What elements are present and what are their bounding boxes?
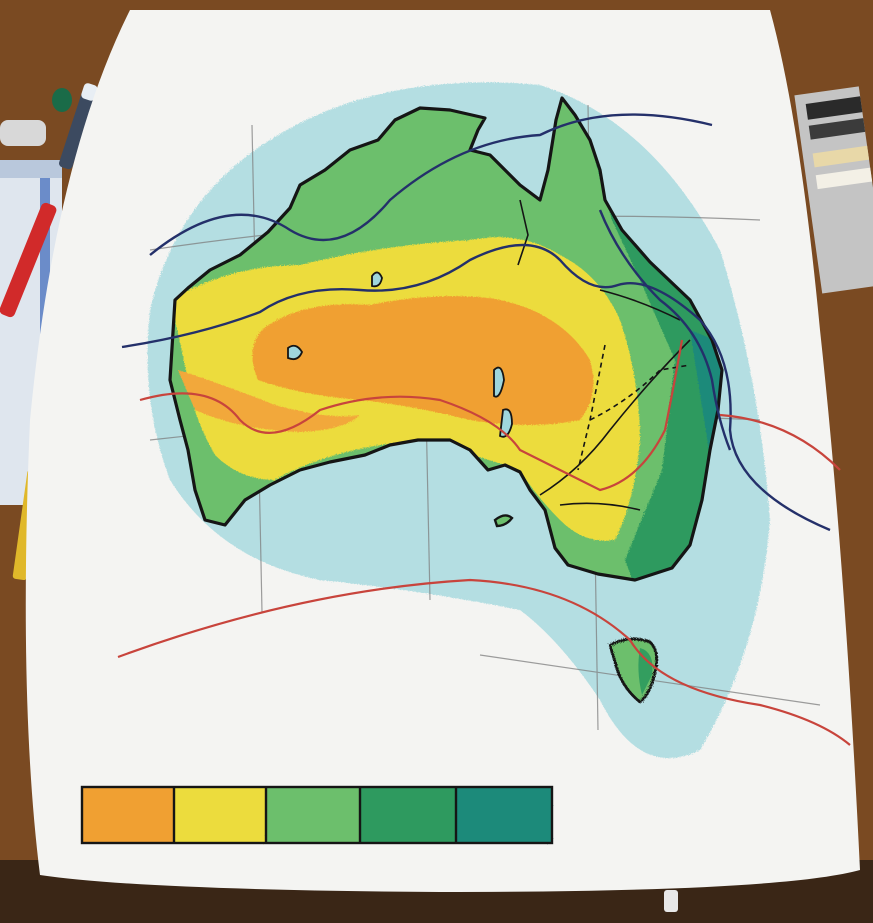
legend-swatch-light-green xyxy=(266,787,360,843)
isoline-navy-middle xyxy=(121,243,831,532)
rivers xyxy=(517,199,691,511)
clip-icon xyxy=(664,890,678,912)
coastline xyxy=(168,96,724,582)
state-borders xyxy=(577,344,691,471)
legend-swatch-orange xyxy=(82,787,174,843)
legend-swatch-teal xyxy=(456,787,552,843)
isolines-navy xyxy=(121,113,831,532)
isolines-red xyxy=(117,339,851,746)
pastel-box-icon xyxy=(794,86,873,294)
legend-swatch-yellow xyxy=(174,787,266,843)
zone-orange xyxy=(252,296,594,425)
isoline-red-east xyxy=(719,413,841,471)
kangaroo-island xyxy=(493,514,514,528)
tasmania xyxy=(608,637,659,704)
isoline-red-south xyxy=(117,578,851,746)
marker-icon xyxy=(59,83,98,170)
legend-swatch-dark-green xyxy=(360,787,456,843)
zone-orange-west xyxy=(178,370,360,432)
isoline-red-mainland xyxy=(139,339,684,492)
isoline-navy-east xyxy=(598,209,732,451)
legend xyxy=(82,787,552,843)
isoline-navy-north xyxy=(149,113,713,256)
legend-frame xyxy=(80,785,554,845)
red-marker-icon xyxy=(0,202,57,318)
eraser-icon xyxy=(0,88,72,146)
lakes xyxy=(287,271,513,438)
